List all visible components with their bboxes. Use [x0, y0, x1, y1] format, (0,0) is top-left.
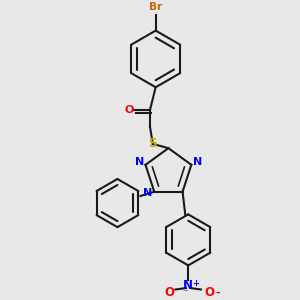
- Text: O: O: [165, 286, 175, 299]
- Text: +: +: [192, 279, 199, 288]
- Text: -: -: [216, 287, 220, 297]
- Text: N: N: [135, 157, 145, 167]
- Text: Br: Br: [149, 2, 162, 12]
- Text: S: S: [148, 137, 157, 150]
- Text: N: N: [142, 188, 152, 198]
- Text: N: N: [183, 279, 193, 292]
- Text: O: O: [205, 286, 214, 299]
- Text: O: O: [124, 105, 134, 115]
- Text: N: N: [193, 157, 202, 167]
